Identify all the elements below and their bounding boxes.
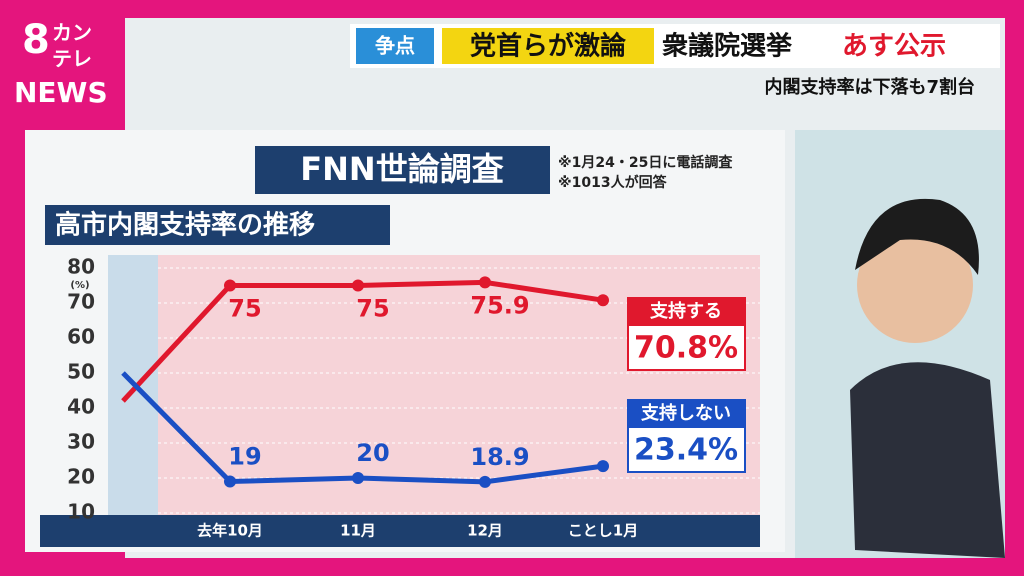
logo-news: NEWS xyxy=(14,76,108,109)
x-tick-label: 去年10月 xyxy=(197,522,263,540)
value-label: 75 xyxy=(356,295,389,323)
tag: 争点 xyxy=(375,34,415,58)
data-point xyxy=(597,294,609,307)
data-point xyxy=(479,276,491,289)
chart-subtitle: 高市内閣支持率の推移 xyxy=(55,210,315,241)
value-label: 70.8% xyxy=(634,331,738,366)
logo-text: カン xyxy=(52,21,92,45)
y-tick-label: 50 xyxy=(67,360,95,384)
y-tick-label: 60 xyxy=(67,325,95,349)
legend-label: 支持する xyxy=(649,300,722,322)
y-unit: (%) xyxy=(70,280,89,291)
legend-header xyxy=(628,298,745,326)
chart-title: FNN世論調査 xyxy=(300,150,503,188)
value-label: 18.9 xyxy=(470,443,529,471)
value-label: 19 xyxy=(228,443,261,471)
y-tick-label: 10 xyxy=(67,500,95,524)
y-tick-label: 20 xyxy=(67,465,95,489)
headline: あす公示 xyxy=(842,32,946,62)
value-label: 20 xyxy=(356,439,389,467)
subtitle-box xyxy=(45,205,390,245)
title-box xyxy=(255,146,550,194)
note: ※1月24・25日に電話調査 xyxy=(558,154,733,171)
subheadline: 内閣支持率は下落も7割台 xyxy=(764,76,975,98)
x-axis-band xyxy=(40,515,760,547)
person-face xyxy=(857,227,973,343)
person-suit xyxy=(850,362,1005,558)
x-tick-label: ことし1月 xyxy=(568,522,638,540)
data-point xyxy=(479,475,491,488)
y-tick-label: 70 xyxy=(67,290,95,314)
data-point xyxy=(224,279,236,292)
value-label: 75.9 xyxy=(470,291,529,319)
legend-label: 支持しない xyxy=(640,402,731,424)
headline-highlight xyxy=(442,28,654,64)
tag-box xyxy=(356,28,434,64)
plot: 10 20 30 40 50 60 70 80 去年10月 11月 12月 ことし1月 75 75 75.9… xyxy=(67,255,760,540)
data-point xyxy=(352,279,364,292)
value-label: 75 xyxy=(228,295,261,323)
legend-header xyxy=(628,400,745,428)
logo-number: 8 xyxy=(22,17,50,63)
y-tick-label: 40 xyxy=(67,395,95,419)
data-point xyxy=(224,475,236,488)
x-tick-label: 11月 xyxy=(340,522,376,540)
y-tick-label: 30 xyxy=(67,430,95,454)
note: ※1013人が回答 xyxy=(558,174,668,191)
person-hair xyxy=(855,198,979,275)
logo-text: テレ xyxy=(52,47,92,71)
headline: 衆議院選挙 xyxy=(662,31,793,62)
data-point xyxy=(597,460,609,473)
logo-bg xyxy=(0,0,125,125)
headline: 党首らが激論 xyxy=(470,31,627,62)
x-tick-label: 12月 xyxy=(467,522,503,540)
data-point xyxy=(352,472,364,484)
y-tick-label: 80 xyxy=(67,255,95,279)
value-label: 23.4% xyxy=(634,433,738,468)
